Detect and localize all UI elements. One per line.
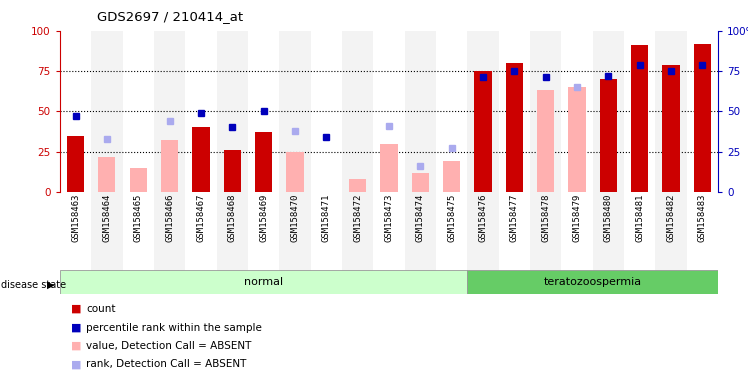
Text: count: count: [86, 304, 115, 314]
Text: value, Detection Call = ABSENT: value, Detection Call = ABSENT: [86, 341, 251, 351]
Text: GSM158463: GSM158463: [71, 194, 80, 242]
Bar: [592, 31, 624, 192]
Bar: [380, 144, 398, 192]
Text: GDS2697 / 210414_at: GDS2697 / 210414_at: [97, 10, 243, 23]
Text: GSM158482: GSM158482: [666, 194, 675, 242]
Bar: [537, 90, 554, 192]
Bar: [592, 192, 624, 271]
Text: disease state: disease state: [1, 280, 66, 290]
Bar: [468, 31, 499, 192]
Bar: [60, 270, 468, 294]
Bar: [255, 132, 272, 192]
Text: GSM158473: GSM158473: [384, 194, 393, 242]
Text: GSM158472: GSM158472: [353, 194, 362, 242]
Bar: [411, 173, 429, 192]
Text: GSM158469: GSM158469: [259, 194, 268, 242]
Bar: [405, 31, 436, 192]
Bar: [655, 192, 687, 271]
Bar: [443, 161, 460, 192]
Bar: [154, 192, 186, 271]
Text: ■: ■: [71, 323, 82, 333]
Bar: [286, 152, 304, 192]
Text: ■: ■: [71, 341, 82, 351]
Bar: [568, 87, 586, 192]
Text: GSM158470: GSM158470: [290, 194, 299, 242]
Text: teratozoospermia: teratozoospermia: [544, 277, 642, 287]
Bar: [279, 192, 310, 271]
Text: GSM158468: GSM158468: [227, 194, 236, 242]
Bar: [655, 31, 687, 192]
Bar: [349, 179, 367, 192]
Bar: [91, 192, 123, 271]
Bar: [468, 270, 718, 294]
Bar: [530, 31, 561, 192]
Bar: [468, 192, 499, 271]
Text: GSM158475: GSM158475: [447, 194, 456, 242]
Text: percentile rank within the sample: percentile rank within the sample: [86, 323, 262, 333]
Text: ■: ■: [71, 304, 82, 314]
Text: rank, Detection Call = ABSENT: rank, Detection Call = ABSENT: [86, 359, 246, 369]
Text: GSM158471: GSM158471: [322, 194, 331, 242]
Text: GSM158478: GSM158478: [542, 194, 551, 242]
Text: GSM158464: GSM158464: [102, 194, 111, 242]
Bar: [217, 31, 248, 192]
Text: normal: normal: [244, 277, 283, 287]
Bar: [192, 127, 209, 192]
Text: GSM158476: GSM158476: [479, 194, 488, 242]
Bar: [663, 65, 680, 192]
Bar: [98, 157, 115, 192]
Bar: [342, 31, 373, 192]
Text: GSM158474: GSM158474: [416, 194, 425, 242]
Bar: [279, 31, 310, 192]
Bar: [161, 141, 178, 192]
Text: GSM158477: GSM158477: [510, 194, 519, 242]
Bar: [694, 44, 711, 192]
Text: GSM158467: GSM158467: [197, 194, 206, 242]
Bar: [217, 192, 248, 271]
Text: GSM158483: GSM158483: [698, 194, 707, 242]
Text: GSM158465: GSM158465: [134, 194, 143, 242]
Bar: [600, 79, 617, 192]
Bar: [286, 158, 304, 192]
Text: ■: ■: [71, 359, 82, 369]
Bar: [530, 192, 561, 271]
Text: ▶: ▶: [47, 280, 55, 290]
Bar: [154, 31, 186, 192]
Bar: [631, 45, 649, 192]
Bar: [91, 31, 123, 192]
Bar: [443, 161, 460, 192]
Bar: [342, 192, 373, 271]
Bar: [129, 168, 147, 192]
Text: GSM158479: GSM158479: [572, 194, 581, 242]
Bar: [506, 63, 523, 192]
Bar: [474, 71, 491, 192]
Text: GSM158466: GSM158466: [165, 194, 174, 242]
Bar: [405, 192, 436, 271]
Text: GSM158481: GSM158481: [635, 194, 644, 242]
Text: GSM158480: GSM158480: [604, 194, 613, 242]
Bar: [224, 150, 241, 192]
Bar: [67, 136, 84, 192]
